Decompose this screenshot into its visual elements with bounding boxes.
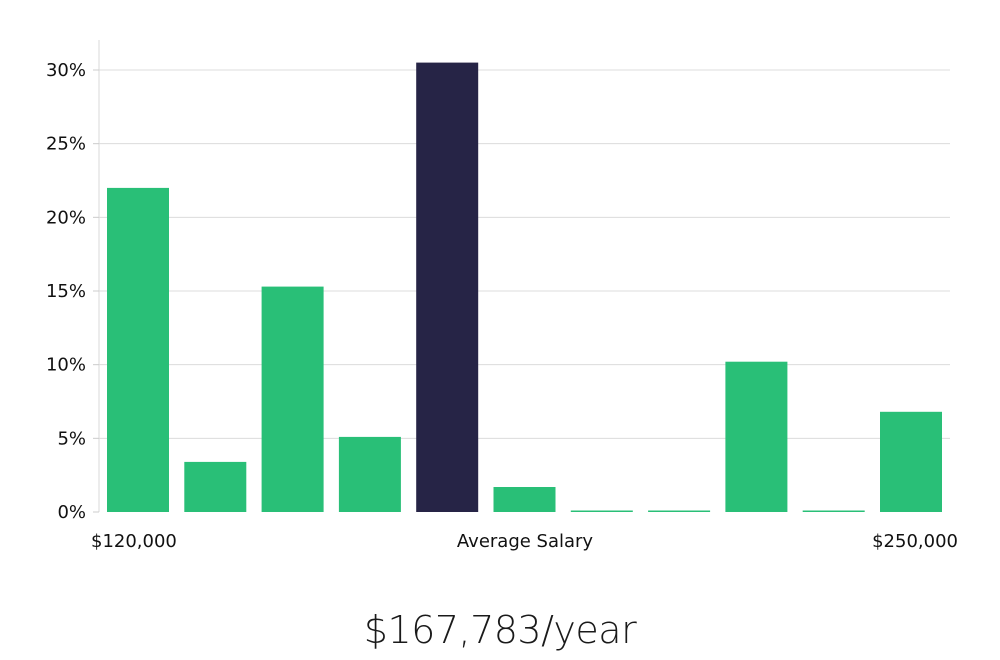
bar (107, 187, 169, 512)
x-max-label: $250,000 (872, 531, 958, 552)
gridlines (99, 69, 950, 439)
average-salary-value: $167,783/year (363, 608, 637, 652)
bar (338, 436, 401, 512)
bars (107, 62, 942, 512)
bar (261, 286, 324, 512)
y-tick-label: 0% (57, 502, 86, 523)
bar (570, 510, 633, 512)
y-tick-label: 25% (46, 134, 86, 155)
x-axis-title: Average Salary (457, 531, 594, 552)
bar (184, 461, 247, 512)
bar (880, 411, 942, 512)
bar-highlighted (416, 62, 479, 512)
bar (725, 361, 788, 512)
y-tick-label: 15% (46, 281, 86, 302)
salary-histogram-chart: 0% 5% 10% 15% 20% 25% 30% $120,000 Average Sal… (46, 40, 958, 552)
y-tick-label: 20% (46, 207, 86, 228)
y-tick-label: 10% (46, 355, 86, 376)
y-tick-label: 30% (46, 60, 86, 81)
bar (493, 487, 556, 512)
bar (802, 510, 865, 512)
x-min-label: $120,000 (91, 531, 177, 552)
y-tick-label: 5% (57, 428, 86, 449)
bar (648, 510, 711, 512)
y-axis-ticks: 0% 5% 10% 15% 20% 25% 30% (46, 60, 99, 523)
